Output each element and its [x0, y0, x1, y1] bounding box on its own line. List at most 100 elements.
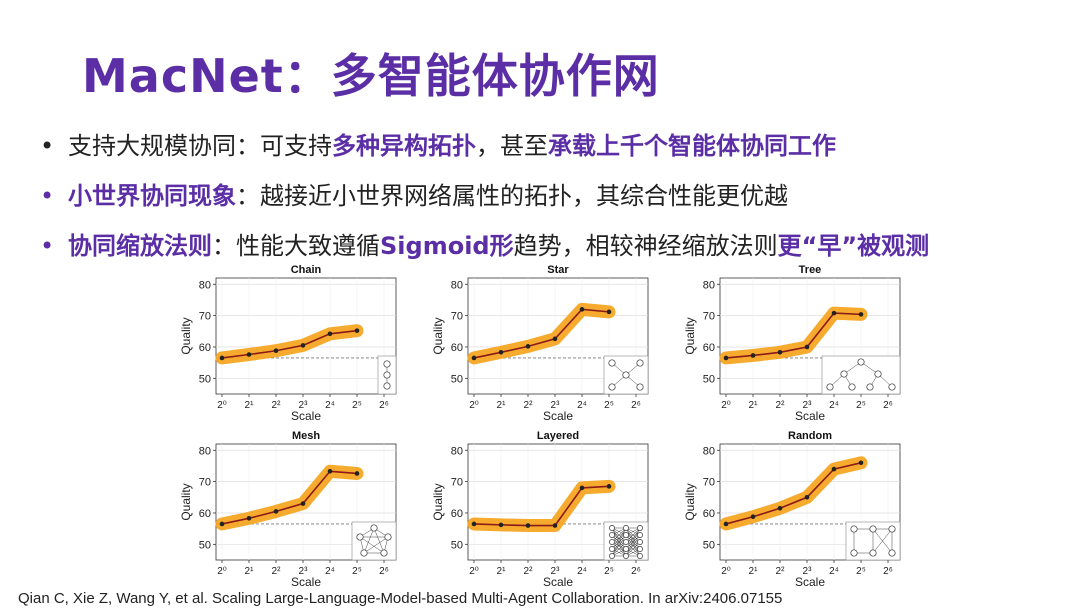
topology-node — [826, 383, 834, 391]
x-tick-label: 2¹ — [245, 566, 255, 577]
series-line — [473, 485, 610, 527]
bullet-dot: • — [40, 182, 55, 210]
plain-text: 支持大规模协同：可支持 — [68, 132, 332, 160]
x-axis-label: Scale — [291, 409, 321, 422]
data-point — [354, 328, 360, 333]
chart-panel-star: Star 50 60 70 80 2⁰ 2¹ 2² 2³ 2⁴ 2⁵ 2⁶ Scale Quality — [432, 262, 652, 422]
x-tick-label: 2⁰ — [217, 566, 227, 577]
topology-node — [623, 546, 629, 552]
x-tick-label: 2² — [524, 400, 534, 411]
x-tick-label: 2³ — [803, 400, 813, 411]
topology-edge — [373, 527, 385, 554]
data-point — [831, 466, 837, 472]
chart-title: Star — [547, 264, 569, 276]
y-axis-label: Quality — [684, 317, 697, 354]
data-point — [858, 460, 864, 466]
x-tick-label: 2⁰ — [721, 566, 731, 577]
series-line — [221, 329, 358, 359]
data-point — [606, 309, 612, 315]
data-point — [777, 505, 783, 511]
data-point — [498, 522, 504, 528]
data-point — [300, 501, 306, 506]
bullet-dot: • — [40, 232, 55, 260]
x-tick-label: 2¹ — [749, 400, 759, 411]
y-tick-label: 50 — [199, 539, 211, 551]
y-tick-label: 80 — [451, 279, 463, 291]
chart-layered: Layered 50 60 70 80 2⁰ 2¹ 2² 2³ 2⁴ 2⁵ 2⁶ Scale Qualit… — [432, 430, 649, 588]
data-point — [606, 484, 612, 489]
topology-edge — [611, 527, 627, 557]
chart-mesh: Mesh 50 60 70 80 2⁰ 2¹ 2² 2³ 2⁴ 2⁵ 2⁶ Scale Quality — [180, 430, 397, 588]
data-point — [750, 514, 756, 520]
bullet-item: • 支持大规模协同：可支持多种异构拓扑，甚至承载上千个智能体协同工作 — [40, 130, 929, 180]
chart-panel-mesh: Mesh 50 60 70 80 2⁰ 2¹ 2² 2³ 2⁴ 2⁵ 2⁶ Scale Quality — [180, 428, 400, 588]
topology-node — [383, 360, 391, 368]
data-point — [804, 494, 810, 500]
bullet-text: 支持大规模协同：可支持多种异构拓扑，甚至承载上千个智能体协同工作 — [68, 132, 836, 160]
topology-node — [874, 370, 882, 378]
topology-node — [623, 539, 629, 545]
topology-node — [866, 383, 874, 391]
topology-node — [360, 549, 368, 557]
x-tick-label: 2⁰ — [469, 400, 479, 411]
y-axis-label: Quality — [180, 483, 193, 520]
topology-node — [850, 525, 858, 533]
y-tick-label: 60 — [703, 508, 715, 520]
x-tick-label: 2⁶ — [883, 566, 893, 577]
data-point — [327, 331, 333, 337]
y-tick-label: 50 — [703, 539, 715, 551]
data-point — [723, 355, 729, 361]
plain-text: ，甚至 — [476, 132, 548, 160]
x-tick-label: 2⁰ — [469, 566, 479, 577]
topology-node — [623, 525, 629, 531]
data-point — [552, 336, 558, 342]
x-axis-label: Scale — [795, 575, 825, 588]
topology-node — [888, 383, 896, 391]
x-tick-label: 2¹ — [749, 566, 759, 577]
y-tick-label: 70 — [451, 311, 463, 323]
x-tick-label: 2⁶ — [379, 400, 389, 411]
data-point — [750, 353, 756, 358]
chart-title: Layered — [537, 430, 579, 442]
topology-node — [623, 553, 629, 559]
data-point — [804, 344, 810, 350]
chart-title: Mesh — [292, 430, 320, 442]
x-tick-label: 2⁴ — [829, 566, 839, 577]
data-point — [525, 344, 531, 349]
x-tick-label: 2⁴ — [829, 400, 839, 411]
y-axis-label: Quality — [432, 317, 445, 354]
data-point — [579, 307, 585, 312]
topology-edge — [611, 527, 627, 543]
topology-node — [637, 553, 643, 559]
x-tick-label: 2⁶ — [631, 566, 641, 577]
chart-title: Tree — [799, 264, 822, 276]
topology-edge — [359, 536, 385, 554]
slide-title: MacNet：多智能体协作网 — [82, 49, 660, 103]
topology-node — [608, 359, 616, 367]
data-point — [579, 485, 585, 491]
topology-node — [850, 549, 858, 557]
topology-node — [637, 546, 643, 552]
x-tick-label: 2¹ — [245, 400, 255, 411]
topology-node — [623, 532, 629, 538]
topology-edge — [363, 536, 389, 554]
topology-node — [384, 533, 392, 541]
x-tick-label: 2⁵ — [856, 400, 866, 411]
x-tick-label: 2⁴ — [325, 566, 335, 577]
topology-edge — [625, 527, 641, 550]
highlight-text: 小世界协同现象 — [68, 182, 236, 210]
y-tick-label: 50 — [451, 539, 463, 551]
topology-node — [370, 524, 378, 532]
data-point — [219, 355, 225, 361]
topology-node — [356, 533, 364, 541]
y-tick-label: 70 — [703, 477, 715, 489]
y-tick-label: 60 — [199, 508, 211, 520]
topology-node — [637, 525, 643, 531]
x-tick-label: 2⁵ — [352, 566, 362, 577]
y-tick-label: 80 — [199, 445, 211, 457]
data-point — [273, 348, 279, 354]
chart-panel-random: Random 50 60 70 80 2⁰ 2¹ 2² 2³ 2⁴ 2⁵ 2⁶ Scale Quality — [684, 428, 904, 588]
x-tick-label: 2² — [776, 400, 786, 411]
x-tick-label: 2⁰ — [721, 400, 731, 411]
x-tick-label: 2¹ — [497, 566, 507, 577]
